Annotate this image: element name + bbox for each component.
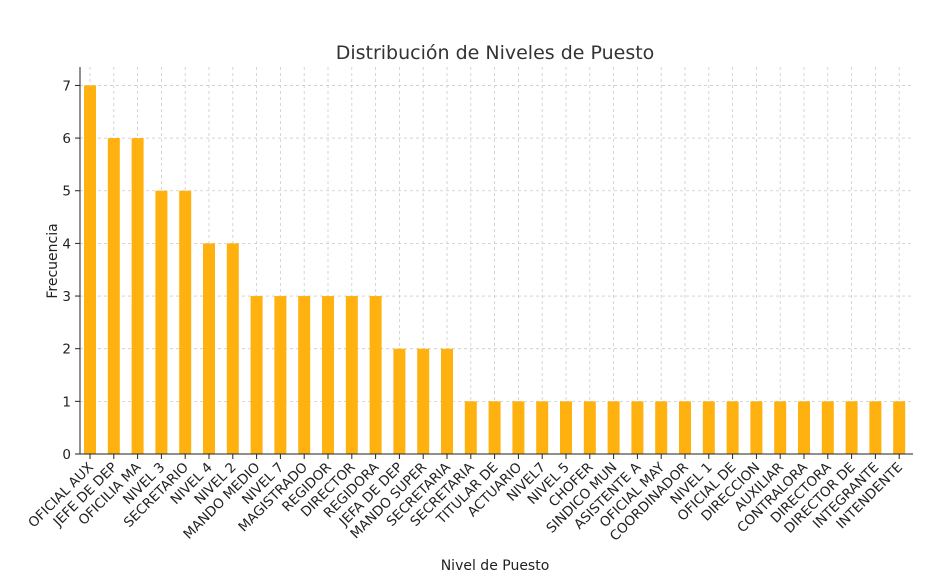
y-tick-label: 5 (62, 184, 71, 200)
bar (274, 296, 287, 454)
bar (893, 401, 906, 454)
bar (821, 401, 834, 454)
bar (203, 243, 215, 454)
bar (845, 401, 858, 454)
bar (679, 401, 691, 454)
y-tick-label: 7 (62, 78, 71, 94)
bar (702, 401, 715, 454)
chart-title: Distribución de Niveles de Puesto (336, 42, 655, 64)
bar (488, 401, 501, 454)
bar (345, 296, 358, 454)
bar (393, 348, 406, 454)
bar (417, 348, 430, 454)
y-tick-label: 4 (62, 236, 71, 252)
bar (798, 401, 810, 454)
bar (512, 401, 525, 454)
bar (607, 401, 620, 454)
bars (84, 85, 906, 455)
bar (726, 401, 739, 454)
bar (179, 190, 192, 455)
bar (869, 401, 882, 454)
bar (536, 401, 549, 454)
bar (774, 401, 787, 454)
y-tick-label: 3 (62, 289, 71, 305)
bar (107, 138, 120, 454)
y-tick-label: 0 (62, 447, 71, 463)
y-axis-label: Frecuencia (45, 223, 61, 298)
bar (464, 401, 477, 454)
bar (750, 401, 763, 454)
bar (631, 401, 644, 454)
bar (131, 138, 144, 454)
y-ticks: 0 1 2 3 4 5 6 7 (62, 78, 80, 463)
bar (322, 296, 334, 454)
y-tick-label: 2 (62, 342, 71, 358)
bar (84, 85, 96, 454)
bar (226, 243, 239, 454)
x-axis-label: Nivel de Puesto (441, 558, 550, 574)
bar (369, 296, 382, 454)
bar (655, 401, 668, 454)
bar (583, 401, 596, 454)
y-tick-label: 1 (62, 394, 71, 410)
bar (298, 296, 311, 454)
y-tick-label: 6 (62, 131, 71, 147)
bar (155, 190, 168, 455)
bar (560, 401, 572, 454)
bar (250, 296, 263, 454)
bar (441, 348, 453, 454)
